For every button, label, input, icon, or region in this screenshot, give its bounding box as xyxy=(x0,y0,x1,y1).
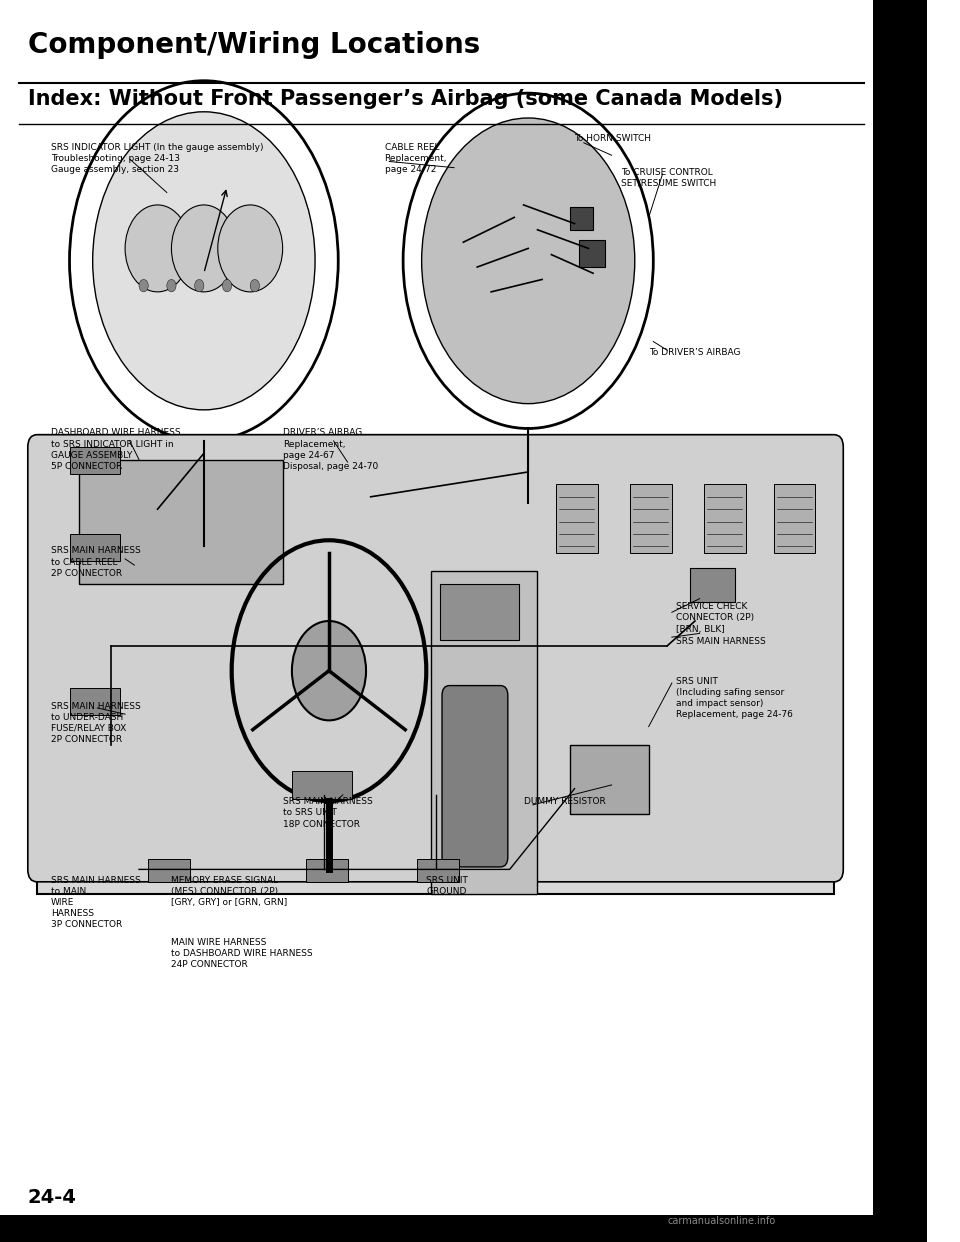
Text: Component/Wiring Locations: Component/Wiring Locations xyxy=(28,31,480,60)
Bar xyxy=(774,484,815,553)
Circle shape xyxy=(167,279,176,292)
Bar xyxy=(441,584,519,640)
Text: SRS MAIN HARNESS: SRS MAIN HARNESS xyxy=(677,637,766,646)
Circle shape xyxy=(218,205,282,292)
Circle shape xyxy=(421,118,635,404)
Circle shape xyxy=(125,205,190,292)
Bar xyxy=(690,568,734,602)
Circle shape xyxy=(875,599,908,643)
Circle shape xyxy=(875,325,908,370)
Circle shape xyxy=(292,621,366,720)
Bar xyxy=(579,240,605,267)
Text: SRS MAIN HARNESS
to SRS UNIT
18P CONNECTOR: SRS MAIN HARNESS to SRS UNIT 18P CONNECT… xyxy=(282,797,372,828)
Circle shape xyxy=(139,279,148,292)
Bar xyxy=(79,460,282,584)
Bar xyxy=(873,0,926,1242)
Bar xyxy=(0,1215,926,1242)
Text: 24-4: 24-4 xyxy=(28,1189,77,1207)
Text: CABLE REEL
Replacement,
page 24-72: CABLE REEL Replacement, page 24-72 xyxy=(385,143,447,174)
Circle shape xyxy=(195,279,204,292)
FancyBboxPatch shape xyxy=(28,435,843,882)
Text: To DRIVER’S AIRBAG: To DRIVER’S AIRBAG xyxy=(649,348,740,356)
Text: SRS MAIN HARNESS
to CABLE REEL
2P CONNECTOR: SRS MAIN HARNESS to CABLE REEL 2P CONNEC… xyxy=(51,546,141,578)
Circle shape xyxy=(875,27,908,72)
Bar xyxy=(69,447,120,474)
Circle shape xyxy=(172,205,236,292)
Circle shape xyxy=(223,279,231,292)
Bar xyxy=(431,571,538,894)
Text: SRS INDICATOR LIGHT (In the gauge assembly)
Troubleshooting, page 24-13
Gauge as: SRS INDICATOR LIGHT (In the gauge assemb… xyxy=(51,143,263,174)
Bar xyxy=(69,688,120,715)
Text: SRS MAIN HARNESS
to UNDER-DASH
FUSE/RELAY BOX
2P CONNECTOR: SRS MAIN HARNESS to UNDER-DASH FUSE/RELA… xyxy=(51,702,141,744)
Bar xyxy=(630,484,672,553)
Bar xyxy=(417,859,459,882)
Bar xyxy=(69,534,120,561)
Text: DUMMY RESISTOR: DUMMY RESISTOR xyxy=(523,797,606,806)
Bar xyxy=(570,207,593,230)
Bar xyxy=(705,484,746,553)
Text: To HORN SWITCH: To HORN SWITCH xyxy=(574,134,652,143)
Circle shape xyxy=(875,636,908,681)
Polygon shape xyxy=(37,435,834,894)
Bar xyxy=(556,484,598,553)
Bar xyxy=(306,859,348,882)
Text: DRIVER’S AIRBAG
Replacement,
page 24-67
Disposal, page 24-70: DRIVER’S AIRBAG Replacement, page 24-67 … xyxy=(282,428,378,471)
Text: SRS MAIN HARNESS
to MAIN
WIRE
HARNESS
3P CONNECTOR: SRS MAIN HARNESS to MAIN WIRE HARNESS 3P… xyxy=(51,876,141,929)
Text: SRS UNIT
(Including safing sensor
and impact sensor)
Replacement, page 24-76: SRS UNIT (Including safing sensor and im… xyxy=(677,677,793,719)
Text: MAIN WIRE HARNESS
to DASHBOARD WIRE HARNESS
24P CONNECTOR: MAIN WIRE HARNESS to DASHBOARD WIRE HARN… xyxy=(172,938,313,969)
Text: MEMORY ERASE SIGNAL
(MES) CONNECTOR (2P)
[GRY, GRY] or [GRN, GRN]: MEMORY ERASE SIGNAL (MES) CONNECTOR (2P)… xyxy=(172,876,288,907)
Bar xyxy=(570,745,649,814)
Text: carmanualsonline.info: carmanualsonline.info xyxy=(667,1216,776,1226)
Text: Index: Without Front Passenger’s Airbag (some Canada Models): Index: Without Front Passenger’s Airbag … xyxy=(28,89,782,109)
Bar xyxy=(292,771,352,799)
Circle shape xyxy=(93,112,315,410)
Circle shape xyxy=(251,279,259,292)
Circle shape xyxy=(875,65,908,109)
Text: To CRUISE CONTROL
SET/RESUME SWITCH: To CRUISE CONTROL SET/RESUME SWITCH xyxy=(621,168,716,188)
Text: SRS UNIT
GROUND: SRS UNIT GROUND xyxy=(426,876,468,895)
Text: DASHBOARD WIRE HARNESS
to SRS INDICATOR LIGHT in
GAUGE ASSEMBLY
5P CONNECTOR: DASHBOARD WIRE HARNESS to SRS INDICATOR … xyxy=(51,428,180,471)
Bar xyxy=(148,859,190,882)
Text: SERVICE CHECK
CONNECTOR (2P)
[BRN, BLK]: SERVICE CHECK CONNECTOR (2P) [BRN, BLK] xyxy=(677,602,755,633)
FancyBboxPatch shape xyxy=(442,686,508,867)
Circle shape xyxy=(875,375,908,420)
